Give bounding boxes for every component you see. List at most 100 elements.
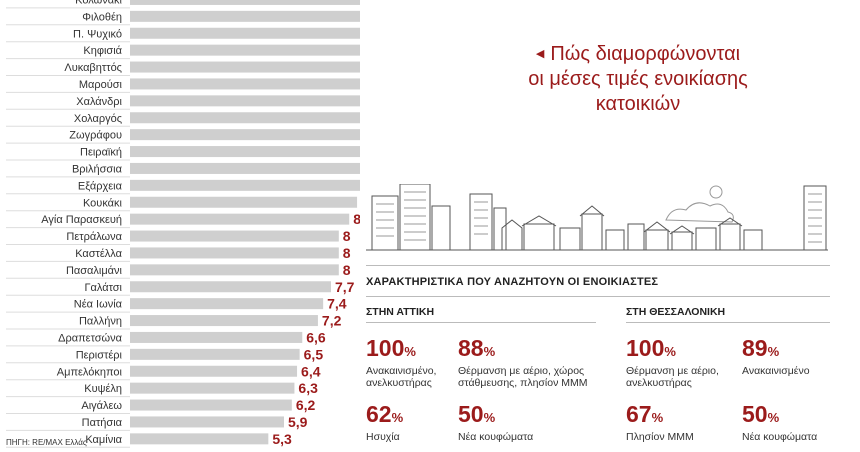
category-label: Αγία Παρασκευή (41, 214, 122, 226)
category-label: Αμπελόκηποι (57, 366, 123, 378)
category-label: Κηφισιά (83, 45, 122, 57)
value-label: 6,5 (304, 346, 324, 362)
attica-title: ΣΤΗΝ ΑΤΤΙΚΗ (366, 306, 435, 318)
value-label: 6,3 (298, 380, 318, 396)
bar (130, 95, 360, 107)
stat-percent: % (767, 344, 780, 359)
bar (130, 348, 300, 360)
category-label: Φιλοθέη (82, 11, 122, 23)
thessaloniki-stat-1: 100% Θέρμανση με αέριο, ανελκυστήρας (626, 336, 742, 389)
category-label: Πετράλωνα (66, 231, 122, 243)
bar (130, 382, 295, 394)
stat-number: 67 (626, 401, 652, 427)
bar (130, 61, 360, 73)
bar (130, 298, 324, 310)
headline: ◀ Πώς διαμορφώνονται οι μέσες τιμές ενοικ… (488, 42, 788, 117)
category-label: Βριλήσσια (72, 163, 123, 175)
stat-number: 100 (626, 335, 665, 361)
category-label: Καμίνια (85, 434, 122, 446)
bar (130, 331, 303, 343)
category-label: Ζωγράφου (69, 130, 122, 142)
divider-mid (366, 296, 830, 297)
value-label: 5,9 (288, 414, 308, 430)
stat-percent: % (651, 410, 664, 425)
attica-stat-4: 50% Νέα κουφώματα (458, 402, 574, 443)
stat-percent: % (391, 410, 404, 425)
bar (130, 78, 360, 90)
stat-description: Θέρμανση με αέριο, ανελκυστήρας (626, 365, 719, 389)
attica-stat-1: 100% Ανακαινισμένο, ανελκυστήρας (366, 336, 482, 389)
category-label: Χολαργός (74, 113, 122, 125)
stat-percent: % (404, 344, 416, 359)
value-label: 8 (343, 245, 351, 261)
triangle-left-icon: ◀ (535, 48, 545, 60)
stat-percent: % (664, 344, 676, 359)
stat-number: 50 (742, 401, 768, 427)
bar (130, 162, 360, 174)
category-label: Παλλήνη (79, 316, 122, 328)
value-label: 6,4 (301, 363, 321, 379)
bar (130, 213, 350, 225)
bar (130, 146, 360, 158)
stat-description: Ανακαινισμένο (742, 365, 810, 377)
headline-line-2: οι μέσες τιμές ενοικίασης (528, 68, 748, 90)
bar (130, 10, 360, 22)
attica-divider (366, 322, 596, 323)
category-label: Μαρούσι (79, 79, 123, 91)
bar (130, 433, 269, 445)
stat-percent: % (767, 410, 780, 425)
thessaloniki-divider (626, 322, 830, 323)
value-label: 8 (343, 262, 351, 278)
bar (130, 264, 339, 276)
bar (130, 112, 360, 124)
category-label: Εξάρχεια (78, 180, 123, 192)
bar (130, 196, 358, 208)
stat-percent: % (483, 344, 496, 359)
stat-number: 50 (458, 401, 484, 427)
stat-number: 89 (742, 335, 768, 361)
value-label: 8 (343, 228, 351, 244)
category-label: Αιγάλεω (81, 400, 122, 412)
rent-price-bar-chart: Κολωνάκι€13/τ.μ.Φιλοθέη12Π. Ψυχικό10,5Κη… (6, 0, 360, 448)
category-label: Χαλάνδρι (76, 96, 122, 108)
stat-description: Ησυχία (366, 431, 400, 443)
bar (130, 179, 360, 191)
thessaloniki-stat-4: 50% Νέα κουφώματα (742, 402, 842, 443)
stat-description: Ανακαινισμένο, ανελκυστήρας (366, 365, 437, 389)
thessaloniki-stat-3: 67% Πλησίον ΜΜΜ (626, 402, 742, 443)
source-note: ΠΗΓΗ: RE/MAX Ελλάς (6, 438, 87, 447)
category-label: Νέα Ιωνία (74, 299, 123, 311)
value-label: 5,3 (272, 431, 292, 447)
attica-stat-2: 88% Θέρμανση με αέριο, χώρος στάθμευσης,… (458, 336, 594, 389)
category-label: Καστέλλα (75, 248, 122, 260)
category-label: Πειραϊκή (80, 147, 122, 159)
value-label: 6,2 (296, 397, 316, 413)
bar (130, 247, 339, 259)
stat-description: Πλησίον ΜΜΜ (626, 431, 694, 443)
divider-top (366, 265, 830, 266)
value-label: 7,4 (327, 296, 347, 312)
stat-number: 100 (366, 335, 405, 361)
stat-percent: % (483, 410, 496, 425)
category-label: Κολωνάκι (75, 0, 122, 6)
bar (130, 365, 298, 377)
attica-stat-3: 62% Ησυχία (366, 402, 482, 443)
bar (130, 0, 360, 5)
city-skyline-illustration (366, 184, 828, 251)
category-label: Πατήσια (82, 417, 123, 429)
category-label: Πασαλιμάνι (66, 265, 123, 277)
stat-number: 62 (366, 401, 392, 427)
headline-line-3: κατοικιών (595, 93, 681, 115)
bar (130, 315, 318, 327)
stat-description: Νέα κουφώματα (742, 431, 818, 443)
category-label: Περιστέρι (76, 349, 123, 361)
thessaloniki-stat-2: 89% Ανακαινισμένο (742, 336, 842, 377)
bar (130, 230, 339, 242)
category-label: Λυκαβηττός (64, 62, 122, 74)
bar (130, 44, 360, 56)
category-label: Δραπετσώνα (58, 332, 123, 344)
value-label: 8,4 (353, 211, 360, 227)
stat-number: 88 (458, 335, 484, 361)
bar (130, 399, 292, 411)
category-label: Κουκάκι (83, 197, 123, 209)
